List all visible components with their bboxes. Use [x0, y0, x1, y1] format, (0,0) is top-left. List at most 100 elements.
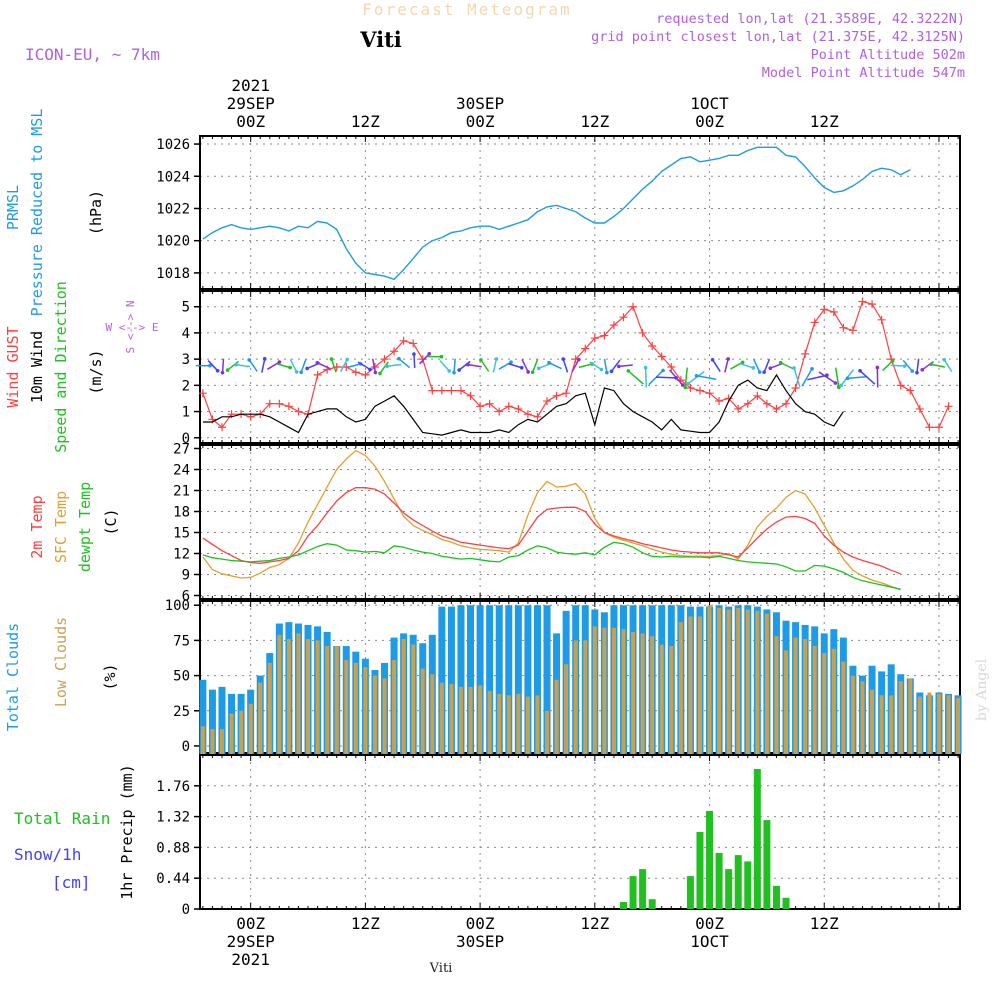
wind-direction-arrow [847, 375, 868, 380]
wind-direction-arrow [929, 362, 933, 367]
low-cloud-bar [850, 675, 855, 754]
top-axis-label: 1OCT [690, 94, 729, 113]
bottom-axis-label: 00Z [236, 914, 265, 933]
y-tick-label: 3 [182, 352, 190, 368]
gust-marker [648, 342, 657, 351]
wind-direction-arrow [330, 358, 337, 373]
y-tick-label: 1026 [156, 137, 190, 153]
wind-direction-arrow [378, 371, 382, 376]
wind-direction-arrow [247, 358, 252, 362]
wind-direction-arrow [605, 370, 609, 375]
gust-marker [925, 423, 934, 432]
low-cloud-bar [258, 682, 263, 754]
y-tick-label: 1.32 [156, 810, 190, 826]
gust-marker [619, 313, 628, 322]
wind-direction-arrow [467, 363, 482, 368]
gust-marker [399, 336, 408, 345]
gust-marker [390, 347, 399, 356]
y-tick-label: 100 [165, 598, 190, 614]
temp-legend-label: 2m Temp [28, 495, 46, 558]
gust-marker [820, 305, 829, 314]
wind-direction-arrow [457, 368, 461, 372]
wind-direction-arrow [740, 360, 745, 365]
low-cloud-bar [631, 631, 636, 754]
low-cloud-bar [277, 634, 282, 754]
gust-marker [791, 383, 800, 392]
low-cloud-bar [219, 729, 224, 754]
low-cloud-bar [688, 616, 693, 754]
low-cloud-bar [946, 695, 951, 754]
gust-marker [409, 339, 418, 348]
gust-marker [428, 386, 437, 395]
low-cloud-bar [602, 627, 607, 754]
low-cloud-bar [659, 644, 664, 754]
low-cloud-bar [936, 693, 941, 754]
precip-unit-label: 1hr Precip (mm) [118, 764, 136, 899]
wind-direction-arrow [910, 369, 915, 373]
model-altitude: Model Point Altitude 547m [762, 65, 965, 81]
wind-direction-arrow [521, 359, 529, 373]
wind-direction-arrow [610, 359, 621, 372]
low-cloud-bar [458, 686, 463, 754]
gust-marker [552, 391, 561, 400]
gust-marker [476, 402, 485, 411]
wind-direction-arrow [915, 370, 919, 375]
total-cloud-bar [533, 605, 541, 754]
wind-direction-arrow [618, 364, 633, 368]
wind-direction-arrow [810, 367, 814, 371]
gust-marker [934, 423, 943, 432]
total-cloud-bar [467, 605, 475, 754]
gust-marker [609, 321, 618, 330]
wind-direction-arrow [589, 361, 602, 371]
low-cloud-bar [286, 639, 291, 754]
wind-direction-arrow [599, 367, 604, 372]
wind-direction-arrow [763, 358, 771, 373]
wind-direction-arrow [329, 357, 334, 361]
wind-direction-arrow [562, 358, 569, 373]
gust-marker [877, 315, 886, 324]
gust-marker [265, 399, 274, 408]
compass-we: W <--> E [106, 321, 159, 334]
gust-marker [466, 391, 475, 400]
rain-bar [686, 876, 694, 909]
panel-frame [199, 600, 961, 754]
total-cloud-bar [199, 679, 207, 754]
low-cloud-bar [573, 640, 578, 754]
low-cloud-bar [554, 679, 559, 754]
wind-direction-arrow [508, 362, 522, 369]
wind-direction-arrow [418, 353, 430, 365]
gust-marker [915, 404, 924, 413]
low-cloud-bar [392, 660, 397, 754]
wind-direction-arrow [315, 361, 320, 365]
wind-direction-arrow [807, 374, 828, 381]
wind-direction-arrow [694, 373, 699, 378]
rain-bar [734, 855, 742, 909]
low-cloud-bar [755, 610, 760, 754]
y-tick-label: 4 [182, 326, 190, 342]
gust-marker [753, 391, 762, 400]
gust-marker [715, 397, 724, 406]
y-tick-label: 9 [182, 568, 190, 584]
low-cloud-bar [879, 695, 884, 754]
wind-direction-arrow [288, 365, 292, 370]
wind-direction-arrow [220, 370, 225, 375]
gust-marker [485, 399, 494, 408]
wind-direction-arrow [227, 360, 239, 371]
gust-marker [906, 386, 915, 395]
low-cloud-bar [267, 662, 272, 754]
gust-marker [514, 404, 523, 413]
bottom-axis-label: 12Z [810, 914, 839, 933]
low-cloud-bar [401, 639, 406, 754]
low-cloud-bar [497, 693, 502, 754]
wind-line [202, 373, 844, 436]
pressure-panel: 1018 1020 1022 1024 1026 PRMSL Pressure Reduce… [4, 109, 961, 316]
wind-direction-arrow [397, 356, 401, 361]
wind-direction-arrow [833, 381, 838, 385]
gust-marker [762, 399, 771, 408]
low-cloud-bar [822, 653, 827, 754]
wind-direction-arrow [680, 383, 685, 387]
gust-marker [543, 397, 552, 406]
low-cloud-bar [239, 710, 244, 754]
low-cloud-bar [592, 626, 597, 754]
